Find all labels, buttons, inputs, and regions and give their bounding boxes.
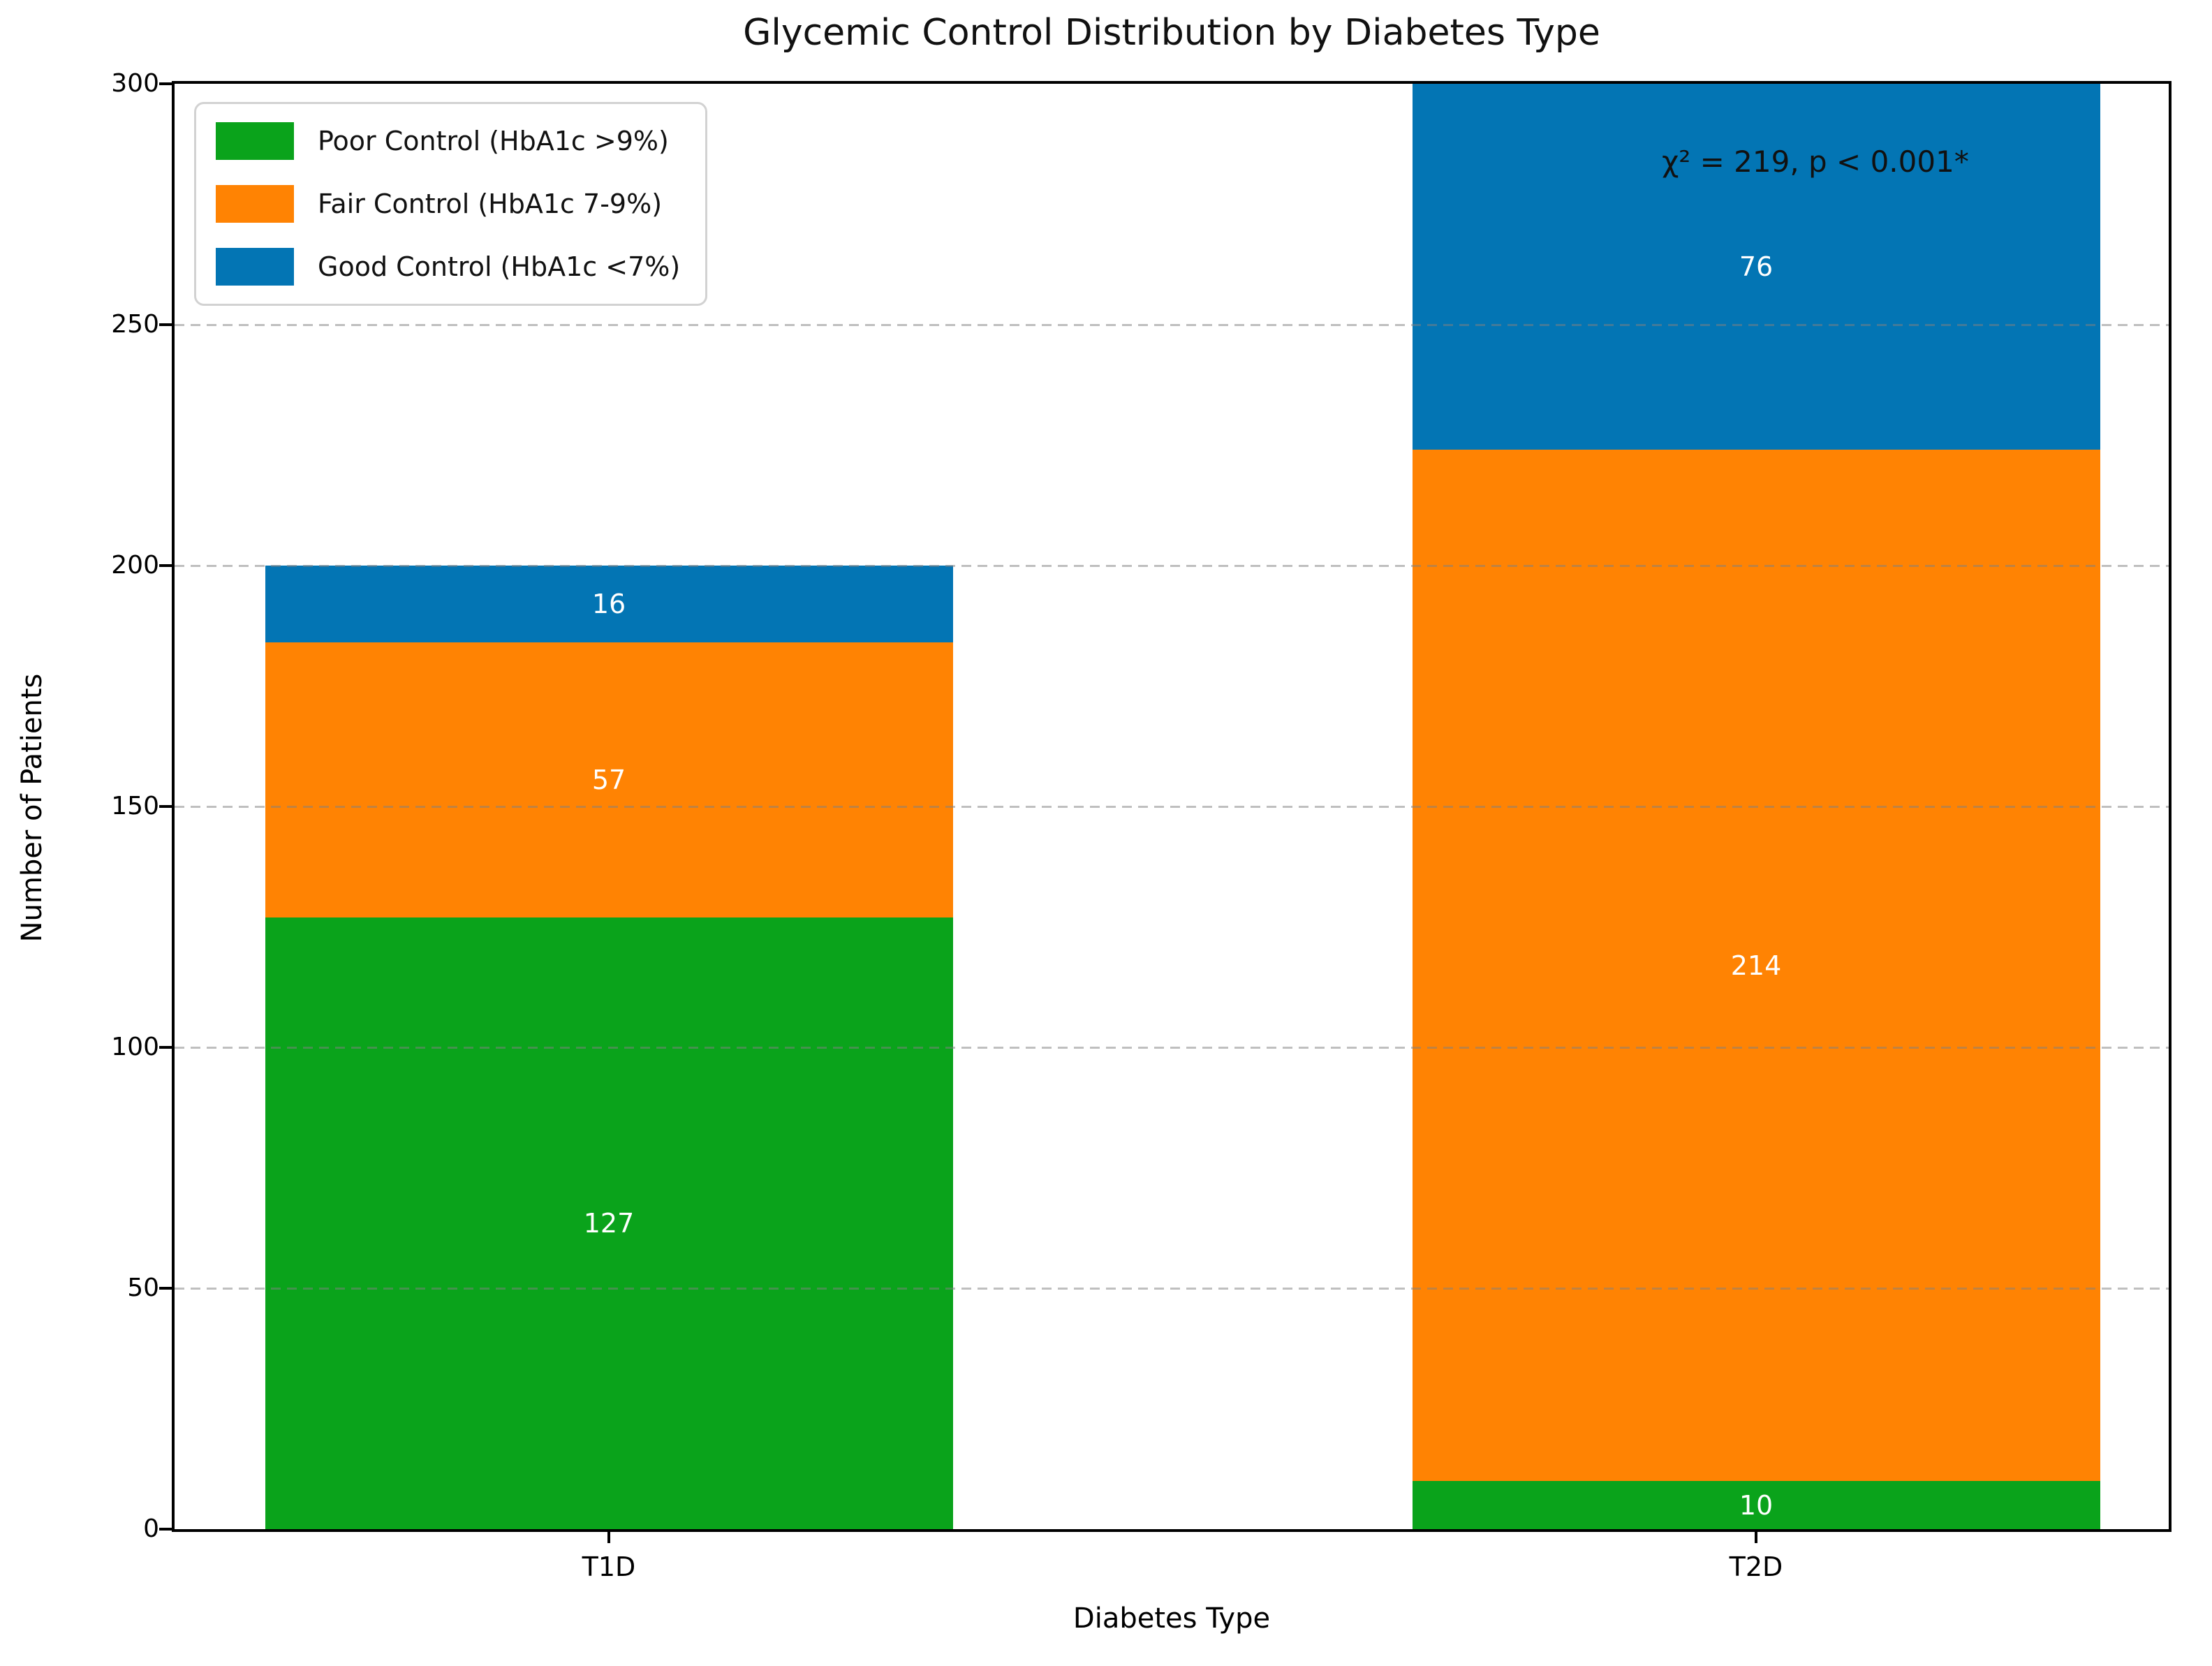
bar-t1d-segment-good <box>265 566 953 643</box>
y-tick-mark <box>159 323 175 326</box>
y-tick-label: 250 <box>111 310 159 339</box>
legend-color-swatch <box>216 122 294 160</box>
gridline <box>175 805 2169 808</box>
legend-label: Fair Control (HbA1c 7-9%) <box>318 189 663 219</box>
x-axis-label: Diabetes Type <box>1072 1602 1271 1635</box>
legend-item: Poor Control (HbA1c >9%) <box>216 122 680 160</box>
x-tick-mark <box>1755 1529 1757 1543</box>
bar-t2d-segment-good <box>1412 84 2100 450</box>
bar-value-label: 76 <box>1739 251 1774 283</box>
bar-t2d-segment-poor <box>1412 1481 2100 1529</box>
y-tick-label: 50 <box>127 1274 159 1302</box>
bar-value-label: 10 <box>1739 1489 1774 1521</box>
chi-square-annotation: χ² = 219, p < 0.001* <box>1662 145 1969 179</box>
plot-area: 127 57 16 10 214 76 Poor Control (HbA1c >9%) F… <box>172 81 2172 1532</box>
legend-label: Poor Control (HbA1c >9%) <box>318 126 669 156</box>
y-tick-label: 300 <box>111 69 159 98</box>
y-tick-mark <box>159 805 175 808</box>
bar-value-label: 214 <box>1730 950 1782 981</box>
y-tick-mark <box>159 564 175 567</box>
y-tick-label: 100 <box>111 1033 159 1061</box>
bar-value-label: 57 <box>591 765 626 796</box>
legend-color-swatch <box>216 185 294 223</box>
x-tick-label: T2D <box>1729 1551 1783 1582</box>
y-tick-mark <box>159 1046 175 1049</box>
y-tick-mark <box>159 82 175 85</box>
y-tick-mark <box>159 1528 175 1531</box>
chart-title: Glycemic Control Distribution by Diabete… <box>743 12 1600 54</box>
legend-item: Fair Control (HbA1c 7-9%) <box>216 185 680 223</box>
legend-color-swatch <box>216 248 294 286</box>
gridline <box>175 323 2169 326</box>
x-tick-mark <box>607 1529 610 1543</box>
y-tick-mark <box>159 1287 175 1290</box>
bar-t1d-segment-fair <box>265 642 953 917</box>
y-tick-label: 0 <box>143 1514 159 1543</box>
bar-value-label: 127 <box>583 1207 635 1239</box>
gridline <box>175 1287 2169 1290</box>
legend: Poor Control (HbA1c >9%) Fair Control (Hb… <box>194 102 708 306</box>
y-tick-label: 150 <box>111 792 159 820</box>
gridline <box>175 1046 2169 1049</box>
legend-label: Good Control (HbA1c <7%) <box>318 251 681 282</box>
y-tick-label: 200 <box>111 551 159 580</box>
gridline <box>175 564 2169 567</box>
bar-t2d-segment-fair <box>1412 450 2100 1481</box>
legend-item: Good Control (HbA1c <7%) <box>216 248 680 286</box>
x-tick-label: T1D <box>582 1551 636 1582</box>
bar-t1d-segment-poor <box>265 917 953 1529</box>
bar-value-label: 16 <box>591 589 626 620</box>
